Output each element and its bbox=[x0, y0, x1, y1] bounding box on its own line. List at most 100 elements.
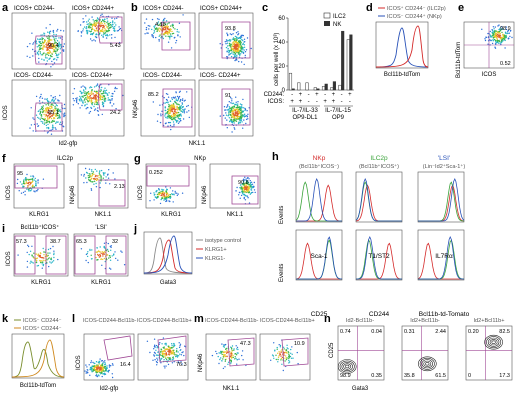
event-dot bbox=[111, 95, 114, 98]
event-dot bbox=[101, 98, 103, 101]
event-dot bbox=[56, 111, 58, 113]
event-dot bbox=[242, 115, 244, 117]
event-dot bbox=[271, 354, 274, 356]
legend-label: KLRG1+ bbox=[205, 247, 227, 253]
event-dot bbox=[28, 253, 30, 256]
event-dot bbox=[47, 37, 49, 39]
event-dot bbox=[48, 111, 50, 114]
event-dot bbox=[241, 39, 243, 41]
event-dot bbox=[153, 192, 155, 194]
event-dot bbox=[95, 186, 98, 188]
event-dot bbox=[231, 113, 233, 116]
event-dot bbox=[37, 253, 39, 255]
histogram-curve bbox=[295, 242, 342, 280]
event-dot bbox=[164, 367, 166, 369]
event-dot bbox=[242, 34, 244, 37]
event-dot bbox=[173, 353, 175, 355]
event-dot bbox=[167, 28, 169, 31]
event-dot bbox=[103, 25, 105, 28]
event-dot bbox=[281, 363, 283, 365]
event-dot bbox=[88, 173, 90, 175]
event-dot bbox=[100, 177, 102, 179]
event-dot bbox=[52, 127, 55, 129]
event-dot bbox=[244, 187, 247, 189]
event-dot bbox=[251, 185, 253, 187]
event-dot bbox=[42, 259, 44, 261]
event-dot bbox=[109, 100, 112, 102]
event-dot bbox=[253, 181, 255, 184]
event-dot bbox=[171, 97, 173, 99]
event-dot bbox=[107, 242, 110, 245]
event-dot bbox=[97, 114, 100, 116]
event-dot bbox=[28, 188, 30, 190]
event-dot bbox=[227, 39, 229, 42]
panel-e: e 98.9 0.52 Bcl11b-tdTom ICOS bbox=[456, 2, 515, 78]
event-dot bbox=[62, 45, 65, 48]
event-dot bbox=[87, 97, 89, 100]
event-dot bbox=[174, 117, 176, 119]
event-dot bbox=[164, 109, 167, 112]
density-plot bbox=[140, 12, 196, 70]
event-dot bbox=[104, 97, 107, 100]
event-dot bbox=[120, 250, 122, 252]
event-dot bbox=[164, 356, 166, 358]
event-dot bbox=[102, 255, 104, 257]
event-dot bbox=[107, 20, 109, 22]
event-dot bbox=[144, 22, 146, 24]
event-dot bbox=[101, 113, 104, 116]
density-plot bbox=[198, 79, 254, 137]
event-dot bbox=[30, 260, 32, 262]
event-dot bbox=[287, 348, 289, 350]
event-dot bbox=[115, 257, 117, 260]
x-axis-label: Gata3 bbox=[160, 280, 177, 286]
event-dot bbox=[100, 178, 102, 180]
event-dot bbox=[98, 175, 100, 177]
event-dot bbox=[101, 371, 103, 373]
event-dot bbox=[91, 172, 93, 175]
plot-title: ICOS- CD244+ bbox=[200, 73, 241, 79]
event-dot bbox=[41, 41, 44, 43]
event-dot bbox=[37, 116, 39, 119]
event-dot bbox=[59, 37, 62, 39]
event-dot bbox=[250, 47, 252, 50]
event-dot bbox=[232, 356, 234, 359]
quadrant-percent: 82.5 bbox=[499, 329, 510, 335]
event-dot bbox=[245, 179, 247, 182]
histogram-curve bbox=[418, 236, 464, 280]
event-dot bbox=[170, 114, 172, 117]
event-dot bbox=[41, 263, 43, 265]
gate bbox=[281, 337, 309, 367]
event-dot bbox=[51, 60, 53, 63]
event-dot bbox=[48, 120, 51, 123]
event-dot bbox=[164, 102, 166, 104]
gate bbox=[98, 83, 123, 111]
event-dot bbox=[151, 28, 153, 31]
event-dot bbox=[240, 194, 243, 197]
event-dot bbox=[44, 115, 47, 117]
event-dot bbox=[111, 92, 114, 95]
event-dot bbox=[247, 118, 249, 120]
event-dot bbox=[165, 93, 168, 95]
event-dot bbox=[59, 48, 62, 50]
contour bbox=[419, 357, 435, 370]
event-dot bbox=[283, 354, 285, 356]
event-dot bbox=[47, 248, 50, 251]
event-dot bbox=[114, 22, 116, 24]
event-dot bbox=[64, 114, 66, 117]
event-dot bbox=[491, 36, 493, 38]
event-dot bbox=[92, 178, 95, 180]
event-dot bbox=[167, 41, 170, 43]
event-dot bbox=[92, 96, 95, 99]
row-mark: - bbox=[341, 92, 343, 98]
event-dot bbox=[235, 54, 237, 56]
gate-percent: 76.3 bbox=[176, 362, 187, 368]
event-dot bbox=[51, 53, 53, 55]
event-dot bbox=[168, 105, 170, 108]
event-dot bbox=[234, 110, 237, 112]
event-dot bbox=[287, 351, 289, 353]
x-axis-label: KLRG1 bbox=[29, 212, 49, 218]
event-dot bbox=[180, 113, 182, 115]
event-dot bbox=[246, 180, 248, 182]
event-dot bbox=[52, 245, 54, 248]
event-dot bbox=[179, 349, 181, 352]
